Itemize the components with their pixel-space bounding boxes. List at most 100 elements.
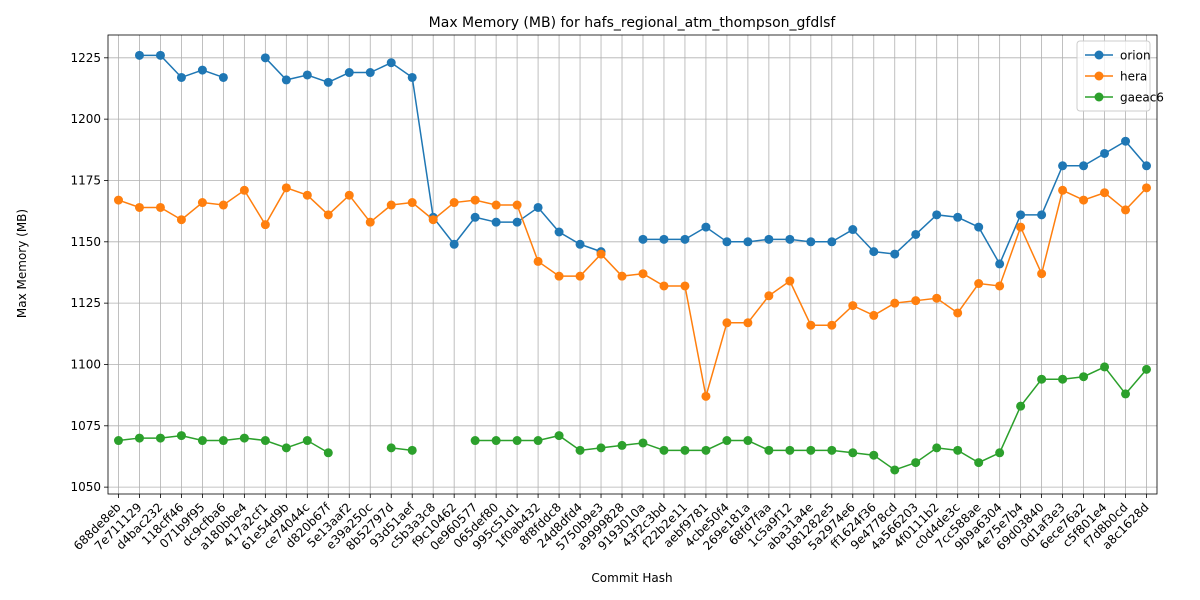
x-axis-label: Commit Hash (591, 571, 672, 585)
data-point-hera (869, 310, 879, 320)
grid (108, 35, 1157, 494)
data-point-hera (449, 198, 459, 208)
data-point-gaeac6 (218, 436, 228, 446)
data-point-hera (113, 195, 123, 205)
series-orion (134, 50, 1152, 269)
data-point-gaeac6 (323, 448, 333, 458)
data-point-orion (932, 210, 942, 220)
data-point-gaeac6 (827, 445, 837, 455)
data-point-gaeac6 (764, 445, 774, 455)
data-point-hera (806, 320, 816, 330)
data-point-hera (176, 215, 186, 225)
data-point-orion (281, 75, 291, 85)
legend: orion hera gaeac6 (1076, 40, 1164, 112)
y-tick-label: 1125 (70, 296, 101, 310)
legend-marker-orion (1094, 50, 1104, 60)
data-point-gaeac6 (533, 436, 543, 446)
data-point-orion (365, 68, 375, 78)
data-point-hera (1142, 183, 1152, 193)
data-point-gaeac6 (491, 436, 501, 446)
data-point-gaeac6 (911, 458, 921, 468)
data-point-orion (197, 65, 207, 75)
data-point-orion (890, 249, 900, 259)
data-point-hera (890, 298, 900, 308)
data-point-hera (1121, 205, 1131, 215)
data-point-hera (260, 220, 270, 230)
data-point-gaeac6 (743, 436, 753, 446)
data-point-hera (617, 271, 627, 281)
data-point-orion (176, 72, 186, 82)
data-point-gaeac6 (134, 433, 144, 443)
data-point-hera (995, 281, 1005, 291)
data-point-gaeac6 (680, 445, 690, 455)
data-point-orion (659, 234, 669, 244)
data-point-gaeac6 (470, 436, 480, 446)
y-tick-label: 1150 (70, 235, 101, 249)
data-point-orion (218, 72, 228, 82)
data-point-hera (1016, 222, 1026, 232)
data-point-orion (323, 77, 333, 87)
series-line-hera (118, 186, 1148, 397)
data-point-hera (134, 202, 144, 212)
data-point-gaeac6 (890, 465, 900, 475)
data-point-orion (1121, 136, 1131, 146)
data-point-hera (911, 296, 921, 306)
series-gaeac6 (113, 362, 1152, 475)
data-point-gaeac6 (302, 436, 312, 446)
data-point-hera (197, 198, 207, 208)
data-point-gaeac6 (596, 443, 606, 453)
data-point-gaeac6 (155, 433, 165, 443)
data-point-hera (785, 276, 795, 286)
data-point-gaeac6 (407, 445, 417, 455)
data-point-orion (764, 234, 774, 244)
data-point-orion (1079, 161, 1089, 171)
data-point-hera (1100, 188, 1110, 198)
data-point-orion (134, 50, 144, 60)
legend-marker-gaeac6 (1094, 92, 1104, 102)
legend-marker-hera (1094, 71, 1104, 81)
y-tick-label: 1075 (70, 419, 101, 433)
data-point-orion (533, 202, 543, 212)
data-point-gaeac6 (1016, 401, 1026, 411)
data-point-gaeac6 (932, 443, 942, 453)
data-point-orion (953, 212, 963, 222)
data-point-gaeac6 (806, 445, 816, 455)
data-point-gaeac6 (113, 436, 123, 446)
data-point-hera (722, 318, 732, 328)
data-point-gaeac6 (176, 431, 186, 441)
data-point-gaeac6 (197, 436, 207, 446)
data-point-orion (722, 237, 732, 247)
data-point-hera (1079, 195, 1089, 205)
legend-label-gaeac6: gaeac6 (1120, 91, 1164, 105)
data-point-gaeac6 (617, 440, 627, 450)
data-point-gaeac6 (659, 445, 669, 455)
data-point-orion (260, 53, 270, 63)
data-point-hera (575, 271, 585, 281)
data-point-orion (449, 239, 459, 249)
data-point-hera (281, 183, 291, 193)
data-point-gaeac6 (1142, 364, 1152, 374)
data-point-orion (344, 68, 354, 78)
data-point-orion (155, 50, 165, 60)
data-point-orion (575, 239, 585, 249)
data-point-orion (470, 212, 480, 222)
y-tick-label: 1100 (70, 357, 101, 371)
data-point-hera (365, 217, 375, 227)
data-point-orion (302, 70, 312, 80)
data-point-hera (470, 195, 480, 205)
data-point-orion (848, 225, 858, 235)
y-tick-label: 1050 (70, 480, 101, 494)
data-point-hera (239, 185, 249, 195)
data-point-hera (743, 318, 753, 328)
data-point-gaeac6 (974, 458, 984, 468)
data-point-hera (764, 291, 774, 301)
legend-box (1076, 40, 1151, 112)
data-point-hera (344, 190, 354, 200)
data-point-gaeac6 (512, 436, 522, 446)
plot-frame (107, 34, 1158, 495)
data-point-gaeac6 (1100, 362, 1110, 372)
data-point-gaeac6 (848, 448, 858, 458)
data-point-orion (701, 222, 711, 232)
data-point-hera (386, 200, 396, 210)
data-point-gaeac6 (869, 450, 879, 460)
